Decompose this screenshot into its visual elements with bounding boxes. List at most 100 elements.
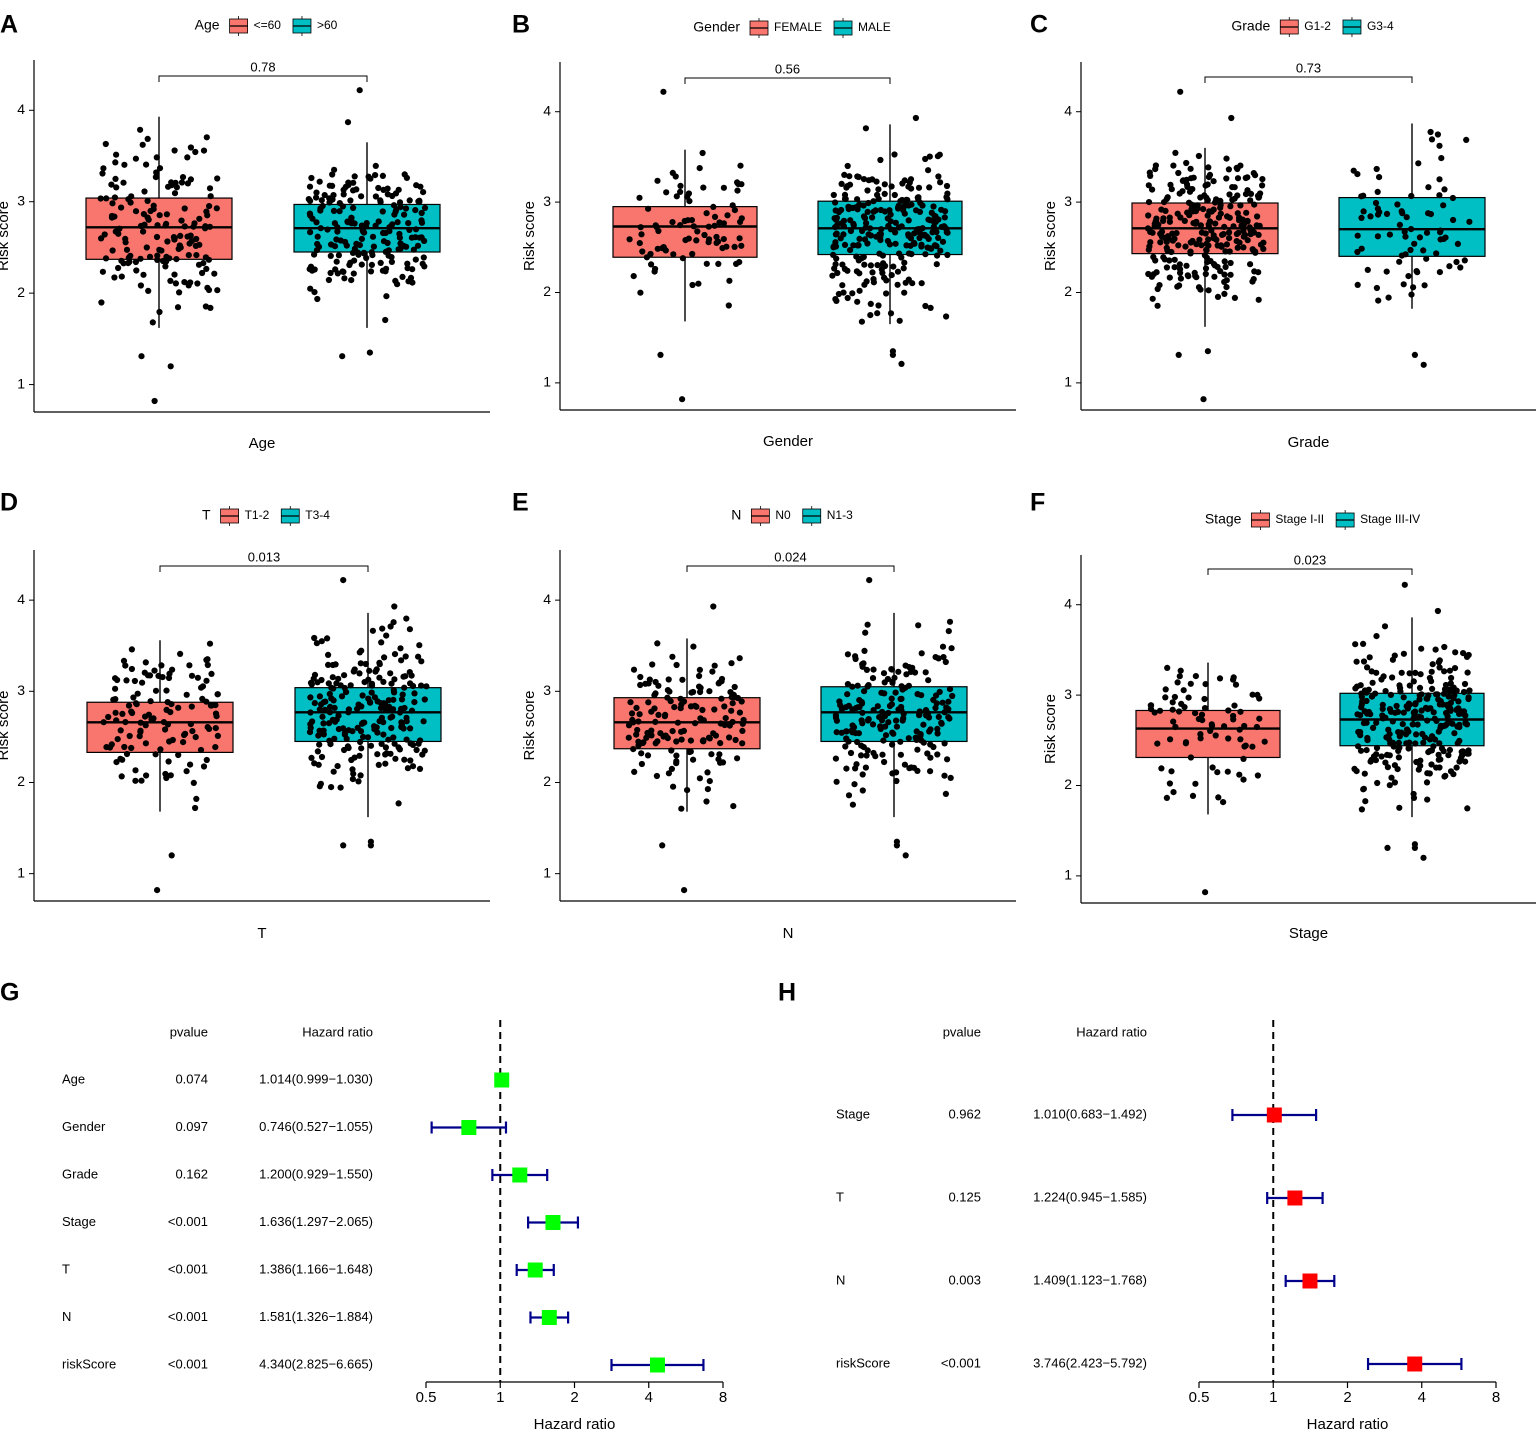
data-point xyxy=(1421,282,1428,289)
data-point xyxy=(1195,715,1202,723)
data-point xyxy=(402,205,410,212)
data-point xyxy=(840,217,848,224)
y-tick-label: 2 xyxy=(543,283,551,299)
data-point xyxy=(864,187,871,194)
data-point xyxy=(1455,698,1462,705)
data-point xyxy=(1405,745,1412,752)
data-point xyxy=(331,166,338,173)
data-point xyxy=(1189,792,1197,800)
data-point xyxy=(117,727,124,734)
data-point xyxy=(922,669,929,676)
data-point xyxy=(1460,650,1467,657)
data-point xyxy=(679,676,686,683)
data-point-extreme xyxy=(167,363,174,370)
data-point xyxy=(199,683,207,690)
data-point xyxy=(204,212,211,219)
data-point xyxy=(391,651,399,658)
data-point xyxy=(678,805,685,812)
data-point xyxy=(705,734,713,741)
data-point xyxy=(171,236,178,243)
data-point xyxy=(411,699,418,706)
data-point xyxy=(418,209,425,217)
data-point xyxy=(1414,721,1421,728)
data-point xyxy=(1464,805,1471,812)
data-point xyxy=(874,262,881,269)
data-point xyxy=(927,726,934,733)
data-point xyxy=(1239,216,1246,223)
data-point xyxy=(1186,212,1193,219)
data-point xyxy=(310,675,317,682)
legend-label: <=60 xyxy=(254,18,282,32)
data-point xyxy=(1235,229,1242,236)
data-point xyxy=(308,754,315,762)
row-hazard-ratio: 1.200(0.929−1.550) xyxy=(259,1166,373,1181)
data-point xyxy=(905,217,912,224)
data-point xyxy=(1154,740,1161,747)
data-point xyxy=(1432,646,1439,653)
data-point xyxy=(1209,764,1216,771)
data-point xyxy=(120,260,127,267)
data-point xyxy=(1171,693,1178,701)
data-point xyxy=(1416,684,1424,692)
data-point xyxy=(111,213,118,220)
data-point xyxy=(941,214,948,221)
data-point xyxy=(390,706,397,713)
data-point xyxy=(331,220,338,227)
data-point xyxy=(860,202,867,209)
data-point xyxy=(1170,718,1177,725)
data-point xyxy=(879,751,886,758)
data-point xyxy=(165,183,172,190)
data-point xyxy=(687,748,694,755)
data-point xyxy=(625,734,632,741)
points-high xyxy=(1350,128,1473,368)
data-point xyxy=(187,232,194,239)
data-point xyxy=(1200,206,1207,213)
data-point xyxy=(858,752,865,759)
data-point xyxy=(1407,246,1414,254)
data-point xyxy=(1221,271,1228,278)
data-point xyxy=(941,772,948,779)
data-point xyxy=(652,265,659,273)
data-point xyxy=(392,208,399,215)
legend-title: Age xyxy=(195,17,220,33)
data-point xyxy=(635,718,642,725)
data-point xyxy=(1197,222,1204,229)
data-point xyxy=(123,246,131,253)
data-point xyxy=(922,155,929,163)
data-point xyxy=(158,662,165,669)
data-point xyxy=(1176,673,1183,680)
data-point xyxy=(105,713,112,721)
data-point xyxy=(1458,752,1466,759)
x-tick-label: 1 xyxy=(1269,1389,1277,1406)
data-point xyxy=(850,724,858,731)
data-point xyxy=(200,147,208,154)
data-point xyxy=(903,671,910,678)
data-point xyxy=(412,207,419,214)
p-value-bracket-line xyxy=(159,565,369,572)
row-label: N xyxy=(836,1272,845,1287)
data-point xyxy=(208,670,215,678)
data-point xyxy=(361,719,368,726)
data-point xyxy=(833,729,840,736)
data-point-extreme xyxy=(340,577,347,584)
data-point xyxy=(888,183,895,190)
data-point xyxy=(1158,228,1166,235)
data-point xyxy=(856,287,863,294)
x-axis-title: Hazard ratio xyxy=(534,1416,616,1432)
data-point xyxy=(888,666,896,673)
data-point xyxy=(1438,745,1446,752)
data-point xyxy=(832,296,839,303)
data-point xyxy=(385,736,392,743)
p-value-label: 0.023 xyxy=(1294,552,1327,567)
data-point xyxy=(1236,771,1243,778)
data-point xyxy=(147,207,154,215)
data-point xyxy=(844,267,851,274)
data-point xyxy=(670,251,677,258)
data-point xyxy=(1436,269,1443,276)
data-point xyxy=(167,772,174,779)
data-point xyxy=(887,226,895,233)
data-point xyxy=(916,208,924,215)
data-point xyxy=(305,196,312,203)
y-tick-label: 4 xyxy=(543,102,551,118)
data-point xyxy=(381,654,388,661)
